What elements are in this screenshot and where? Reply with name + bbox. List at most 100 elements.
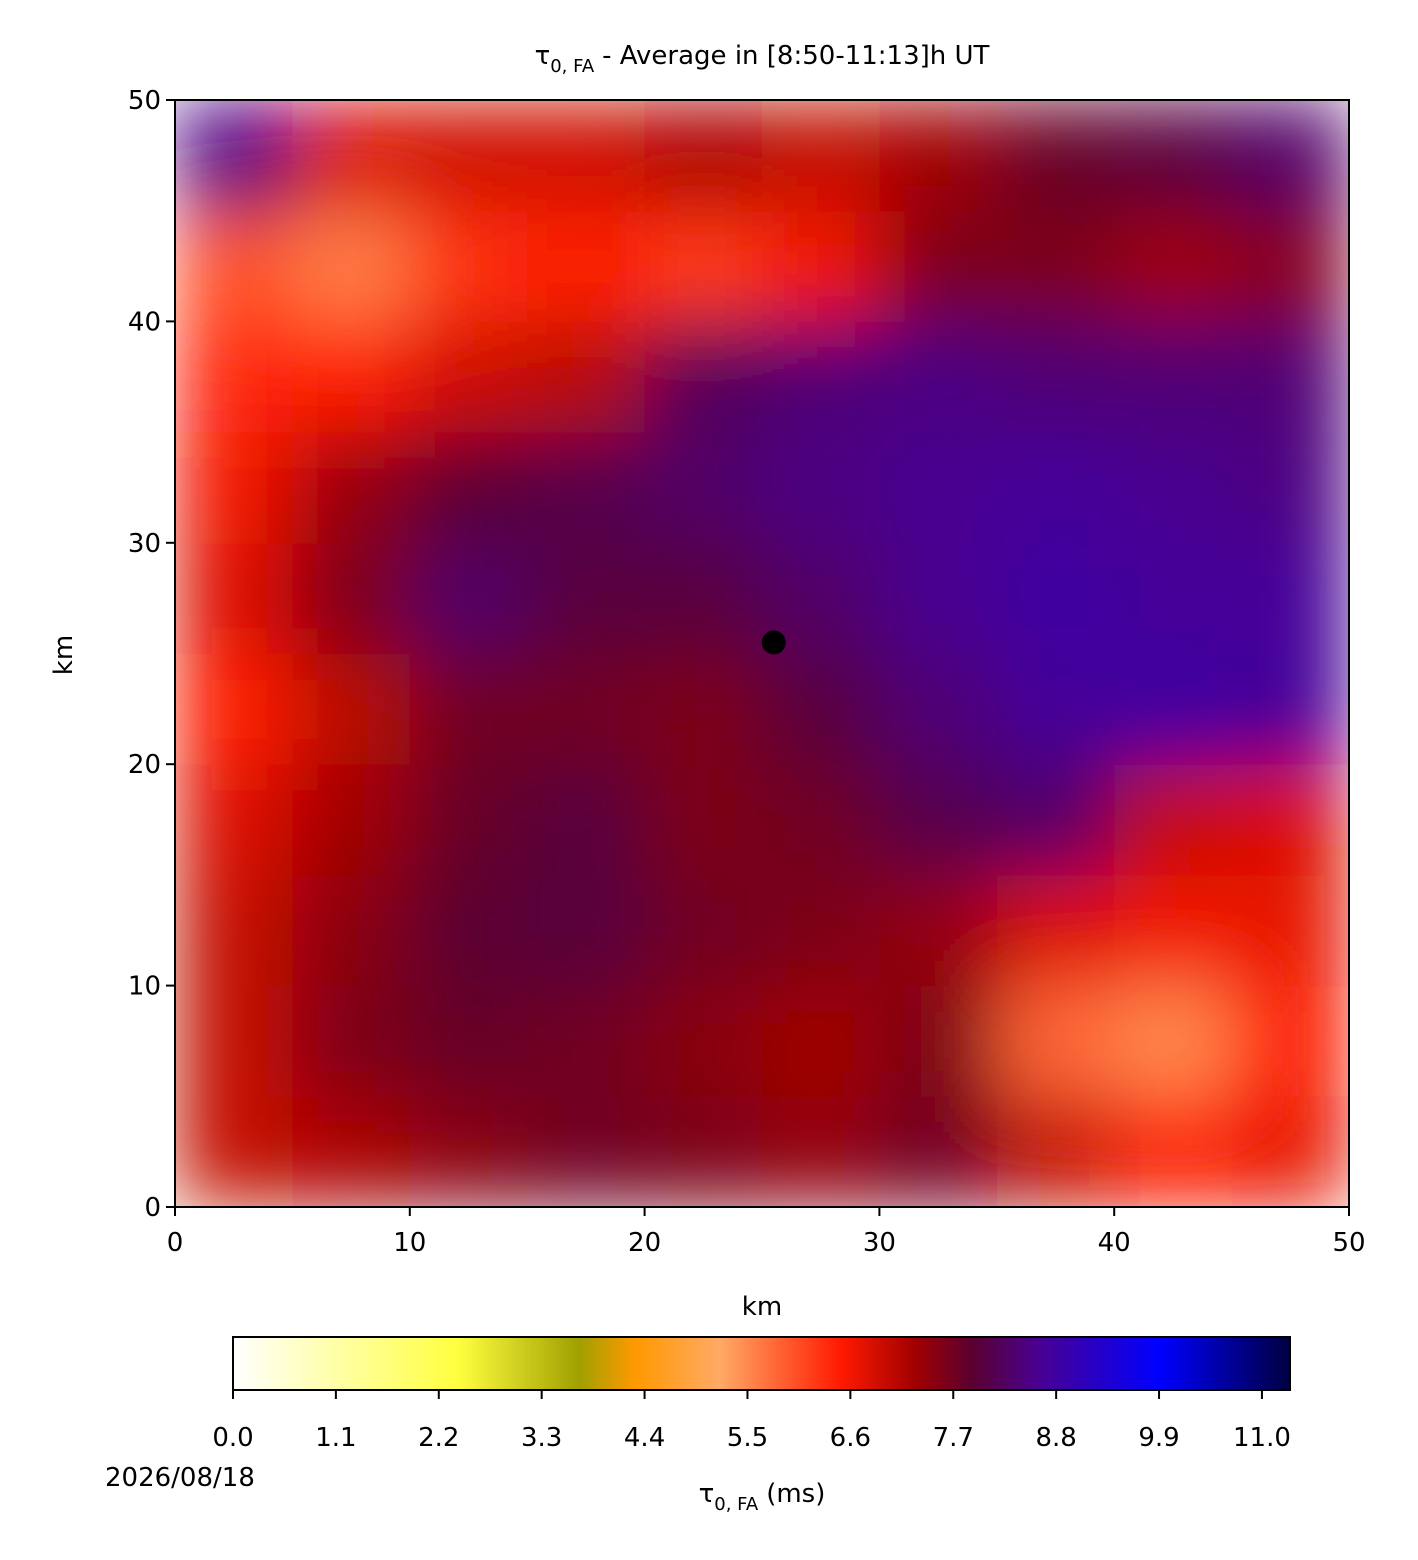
- heat-cell: [644, 100, 763, 212]
- heat-cell: [292, 1096, 411, 1207]
- heat-cell: [996, 985, 1115, 1097]
- heat-cell: [1114, 432, 1233, 544]
- heat-cell: [1114, 100, 1233, 212]
- heat-cell: [527, 432, 646, 544]
- heat-cell: [644, 210, 763, 322]
- heat-cell: [175, 542, 293, 654]
- heat-cell: [762, 100, 880, 212]
- x-axis-label: km: [742, 1292, 782, 1322]
- heat-cell: [762, 764, 880, 876]
- heat-cell: [762, 432, 880, 544]
- y-tick-label: 30: [128, 529, 161, 559]
- colorbar-tick-label: 5.5: [727, 1423, 768, 1453]
- x-tick-label: 0: [167, 1228, 184, 1258]
- heat-cell: [1231, 321, 1349, 433]
- heat-cell: [644, 653, 763, 765]
- heat-cell: [292, 100, 411, 212]
- colorbar-tick-label: 3.3: [521, 1423, 562, 1453]
- heat-cell: [292, 653, 411, 765]
- heat-cell: [644, 985, 763, 1097]
- heat-cell: [527, 321, 646, 433]
- colorbar-tick-label: 9.9: [1138, 1423, 1179, 1453]
- colorbar-tick-label: 2.2: [418, 1423, 459, 1453]
- heat-cell: [1231, 1096, 1349, 1207]
- colorbar-tick-label: 1.1: [315, 1423, 356, 1453]
- plot-frame: [174, 99, 1350, 1208]
- heat-cell: [879, 874, 998, 987]
- heat-cell: [292, 432, 411, 544]
- heat-cell: [644, 764, 763, 876]
- heat-cell: [996, 653, 1115, 765]
- heat-cell: [644, 542, 763, 654]
- heat-cell: [175, 432, 293, 544]
- heat-cell: [996, 542, 1115, 654]
- heat-cell: [1114, 653, 1233, 765]
- heat-cell: [879, 764, 998, 876]
- heat-cell: [996, 321, 1115, 433]
- heat-cell: [175, 985, 293, 1097]
- heat-cell: [1114, 1096, 1233, 1207]
- colorbar-tick-label: 6.6: [830, 1423, 871, 1453]
- heat-cell: [1114, 874, 1233, 987]
- heat-cell: [527, 210, 646, 322]
- heat-cell: [409, 321, 528, 433]
- heat-cell: [409, 985, 528, 1097]
- x-tick-label: 10: [393, 1228, 426, 1258]
- heat-cell: [1231, 985, 1349, 1097]
- heat-cell: [292, 985, 411, 1097]
- heat-cell: [527, 542, 646, 654]
- chart-title: τ0, FA - Average in [8:50-11:13]h UT: [535, 41, 990, 77]
- heat-cell: [409, 653, 528, 765]
- x-tick-label: 30: [863, 1228, 896, 1258]
- heat-cell: [175, 1096, 293, 1207]
- x-tick-label: 50: [1332, 1228, 1365, 1258]
- heat-cell: [879, 321, 998, 433]
- heat-cell: [527, 764, 646, 876]
- heat-cell: [527, 100, 646, 212]
- x-tick-label: 40: [1098, 1228, 1131, 1258]
- colorbar-tick-label: 4.4: [624, 1423, 665, 1453]
- heat-cell: [409, 210, 528, 322]
- colorbar-tick-label: 0.0: [212, 1423, 253, 1453]
- y-tick-label: 20: [128, 750, 161, 780]
- heat-cell: [527, 653, 646, 765]
- heat-cell: [292, 874, 411, 987]
- heat-cell: [644, 432, 763, 544]
- heat-cell: [879, 542, 998, 654]
- heat-cell: [175, 100, 293, 212]
- heat-cell: [409, 432, 528, 544]
- heat-cell: [762, 874, 880, 987]
- heat-cell: [175, 874, 293, 987]
- heat-cell: [292, 210, 411, 322]
- heat-cell: [1114, 542, 1233, 654]
- heat-cell: [879, 653, 998, 765]
- heat-cell: [1231, 432, 1349, 544]
- heat-cell: [879, 210, 998, 322]
- heat-cell: [1231, 764, 1349, 876]
- heat-cell: [409, 764, 528, 876]
- colorbar-tick-label: 11.0: [1233, 1423, 1291, 1453]
- heat-cell: [175, 653, 293, 765]
- heat-cell: [762, 1096, 880, 1207]
- heat-cell: [292, 764, 411, 876]
- heat-cell: [175, 764, 293, 876]
- colorbar-tick-label: 7.7: [933, 1423, 974, 1453]
- heatmap: [175, 100, 1349, 1207]
- y-axis-label: km: [49, 635, 79, 675]
- heat-cell: [527, 1096, 646, 1207]
- heat-cell: [1114, 321, 1233, 433]
- heat-cell: [175, 321, 293, 433]
- heat-cell: [292, 542, 411, 654]
- heat-cell: [1231, 653, 1349, 765]
- y-tick-label: 40: [128, 307, 161, 337]
- heat-cell: [996, 100, 1115, 212]
- date-label: 2026/08/18: [105, 1463, 255, 1493]
- heat-cell: [996, 1096, 1115, 1207]
- marker-point: [761, 630, 786, 655]
- x-tick-label: 20: [628, 1228, 661, 1258]
- heat-cell: [409, 542, 528, 654]
- heat-cell: [527, 985, 646, 1097]
- heat-cell: [409, 100, 528, 212]
- y-tick-label: 10: [128, 972, 161, 1002]
- heat-cell: [644, 1096, 763, 1207]
